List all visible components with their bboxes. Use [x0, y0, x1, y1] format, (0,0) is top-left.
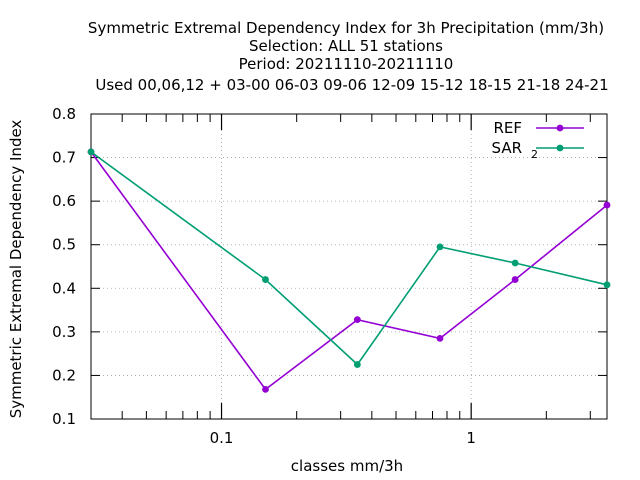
series-line-ref	[90, 151, 608, 391]
data-point-sar	[436, 243, 444, 251]
y-tick-label: 0.1	[52, 410, 76, 428]
y-tick-label: 0.8	[52, 105, 76, 123]
data-point-ref	[262, 385, 269, 393]
data-point-sar	[603, 281, 611, 289]
grid	[91, 114, 607, 419]
legend: REF SAR 2	[492, 119, 584, 161]
legend-marker-ref	[556, 124, 564, 132]
data-point-sar	[87, 148, 95, 156]
series-line-sar	[90, 151, 608, 366]
title-line-3: Period: 20211110-20211110	[239, 55, 454, 73]
data-point-sar	[262, 276, 269, 283]
legend-label-sar: SAR	[492, 139, 522, 157]
axis-ticks	[91, 113, 607, 420]
y-tick-label: 0.4	[52, 279, 76, 297]
y-tick-label: 0.5	[52, 236, 76, 254]
y-tick-label: 0.2	[52, 366, 76, 384]
x-tick-labels: 0.1 1	[210, 429, 476, 447]
legend-label-ref: REF	[493, 119, 522, 137]
data-point-ref	[353, 316, 361, 324]
title-line-1: Symmetric Extremal Dependency Index for …	[88, 19, 604, 37]
data-point-sar	[511, 259, 519, 267]
y-axis-label: Symmetric Extremal Dependency Index	[7, 120, 25, 419]
x-tick-label: 1	[466, 429, 476, 447]
y-tick-labels: 0.1 0.2 0.3 0.4 0.5 0.6 0.7 0.8	[52, 105, 76, 428]
data-point-sar	[353, 361, 361, 368]
plot-frame	[90, 113, 608, 420]
y-tick-label: 0.3	[52, 323, 76, 341]
x-axis-label: classes mm/3h	[291, 457, 403, 475]
x-tick-label: 0.1	[210, 429, 234, 447]
title-line-2: Selection: ALL 51 stations	[249, 37, 443, 55]
title-line-4: Used 00,06,12 + 03-00 06-03 09-06 12-09 …	[95, 76, 608, 94]
legend-label-subscript: 2	[531, 148, 538, 161]
legend-marker-sar	[556, 144, 564, 152]
y-tick-label: 0.6	[52, 192, 76, 210]
y-tick-label: 0.7	[52, 149, 76, 167]
data-point-ref	[511, 276, 519, 283]
data-point-ref	[603, 201, 611, 209]
chart-title: Symmetric Extremal Dependency Index for …	[88, 19, 609, 94]
data-series	[87, 148, 611, 393]
data-point-ref	[436, 334, 444, 342]
